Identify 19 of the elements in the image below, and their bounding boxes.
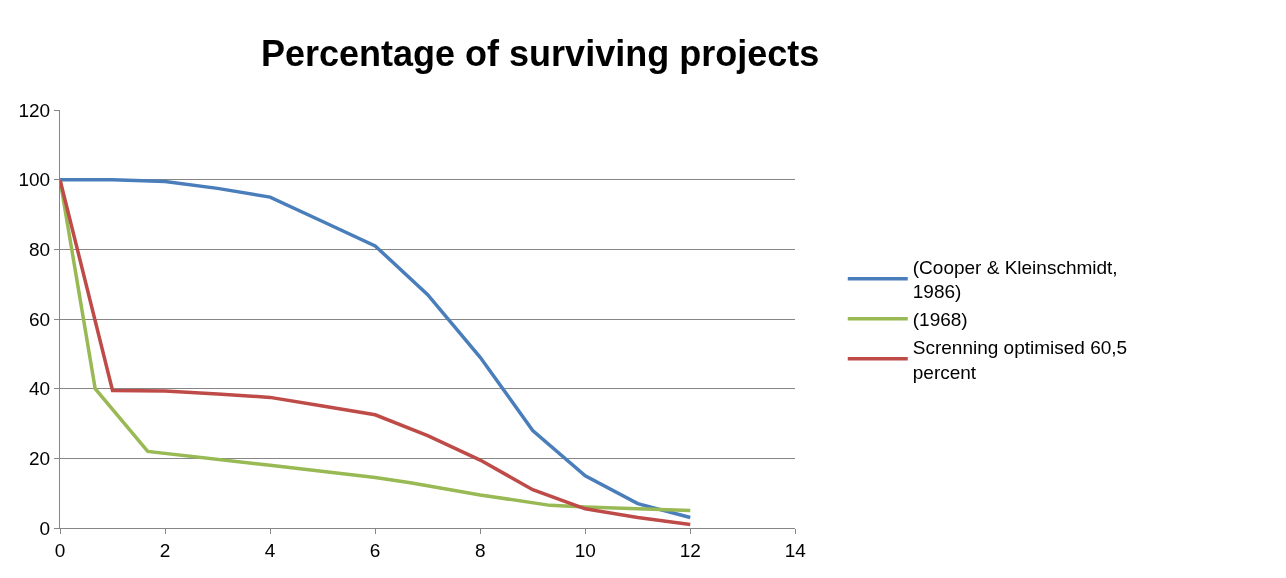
y-tick-label: 60 (29, 308, 51, 330)
y-tick-label: 0 (39, 517, 51, 539)
x-tick-label: 12 (679, 539, 701, 561)
y-tick-label: 80 (29, 238, 51, 260)
x-tick-label: 10 (574, 539, 596, 561)
legend-label: Screnning optimised 60,5 percent (912, 336, 1128, 383)
y-tick-label: 100 (18, 169, 51, 191)
x-tick-label: 8 (474, 539, 486, 561)
chart-title: Percentage of surviving projects (261, 32, 820, 74)
y-tick-label: 120 (18, 99, 51, 121)
y-tick-label: 40 (29, 378, 51, 400)
x-tick-label: 2 (159, 539, 171, 561)
legend-label: (1968) (912, 309, 968, 331)
x-tick-label: 4 (264, 539, 276, 561)
x-tick-label: 0 (54, 539, 66, 561)
legend-label: (Cooper & Kleinschmidt, 1986) (912, 256, 1118, 303)
x-tick-label: 6 (369, 539, 381, 561)
x-tick-label: 14 (784, 539, 807, 561)
y-tick-label: 20 (29, 447, 51, 469)
